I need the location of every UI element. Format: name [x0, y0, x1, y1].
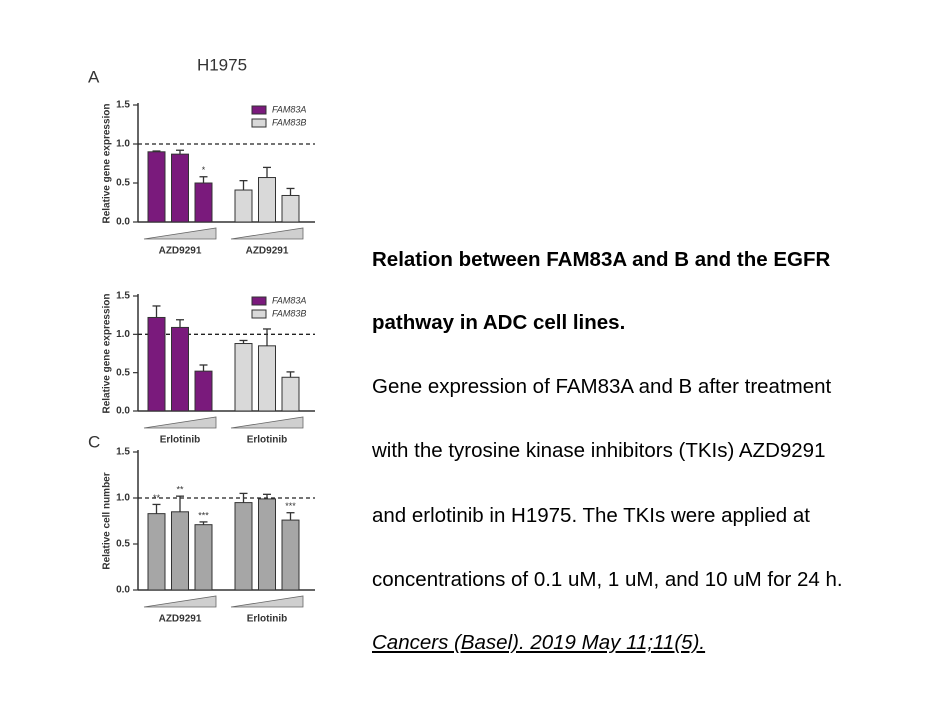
bar: [147, 316, 166, 412]
legend-swatch: [251, 105, 267, 115]
group-label: Erlotinib: [160, 435, 201, 446]
legend-label: FAM83A: [272, 295, 306, 305]
y-tick-label: 1.0: [116, 139, 130, 150]
y-tick-label: 1.5: [116, 447, 130, 458]
concentration-wedge: [143, 595, 217, 608]
y-tick-label: 1.0: [116, 493, 130, 504]
y-tick-label: 0.5: [116, 178, 130, 189]
bar: [258, 498, 276, 591]
bar: [281, 519, 300, 591]
y-tick-label: 0.0: [116, 406, 130, 417]
legend-swatch: [251, 296, 267, 306]
bar: [194, 524, 213, 591]
group-label: AZD9291: [159, 246, 202, 257]
significance-label: **: [153, 493, 161, 503]
significance-label: **: [176, 485, 184, 495]
bar: [234, 343, 253, 412]
bar: [281, 194, 300, 223]
y-tick-label: 1.0: [116, 329, 130, 340]
y-tick-label: 1.5: [116, 100, 130, 111]
bar: [171, 153, 189, 223]
y-axis-label: Relative gene expression: [102, 293, 113, 413]
significance-label: *: [202, 165, 206, 175]
citation: Cancers (Basel). 2019 May 11;11(5).: [372, 631, 706, 654]
bar: [194, 370, 213, 412]
significance-label: ***: [285, 501, 296, 511]
y-axis-label: Relative cell number: [102, 472, 113, 569]
significance-label: ***: [198, 510, 209, 520]
concentration-wedge: [230, 416, 304, 429]
y-tick-label: 0.5: [116, 367, 130, 378]
panel-label: A: [88, 67, 100, 86]
legend-label: FAM83A: [272, 104, 306, 114]
figure-title: H1975: [197, 55, 247, 74]
panel-label: C: [88, 432, 100, 451]
bar: [171, 511, 189, 591]
bar: [194, 182, 213, 223]
bar: [147, 513, 166, 591]
concentration-wedge: [143, 416, 217, 429]
bar: [171, 326, 189, 412]
caption-text: Gene expression of FAM83A and B after tr…: [372, 375, 832, 398]
bar: [234, 502, 253, 591]
caption-text: with the tyrosine kinase inhibitors (TKI…: [372, 439, 826, 462]
legend-swatch: [251, 118, 267, 128]
legend-label: FAM83B: [272, 308, 306, 318]
concentration-wedge: [230, 595, 304, 608]
y-axis-label: Relative gene expression: [102, 103, 113, 223]
y-tick-label: 0.0: [116, 585, 130, 596]
legend-label: FAM83B: [272, 117, 306, 127]
bar: [234, 189, 253, 223]
concentration-wedge: [230, 227, 304, 240]
bar: [258, 177, 276, 223]
concentration-wedge: [143, 227, 217, 240]
caption-title: pathway in ADC cell lines.: [372, 311, 626, 334]
group-label: Erlotinib: [247, 614, 288, 625]
caption-text: and erlotinib in H1975. The TKIs were ap…: [372, 504, 810, 527]
group-label: AZD9291: [246, 246, 289, 257]
bar: [258, 345, 276, 412]
group-label: Erlotinib: [247, 435, 288, 446]
y-tick-label: 1.5: [116, 291, 130, 302]
y-tick-label: 0.5: [116, 539, 130, 550]
caption-text: concentrations of 0.1 uM, 1 uM, and 10 u…: [372, 568, 843, 591]
caption-title: Relation between FAM83A and B and the EG…: [372, 248, 831, 271]
bar: [147, 151, 166, 223]
group-label: AZD9291: [159, 614, 202, 625]
y-tick-label: 0.0: [116, 217, 130, 228]
legend-swatch: [251, 309, 267, 319]
bar: [281, 376, 300, 412]
